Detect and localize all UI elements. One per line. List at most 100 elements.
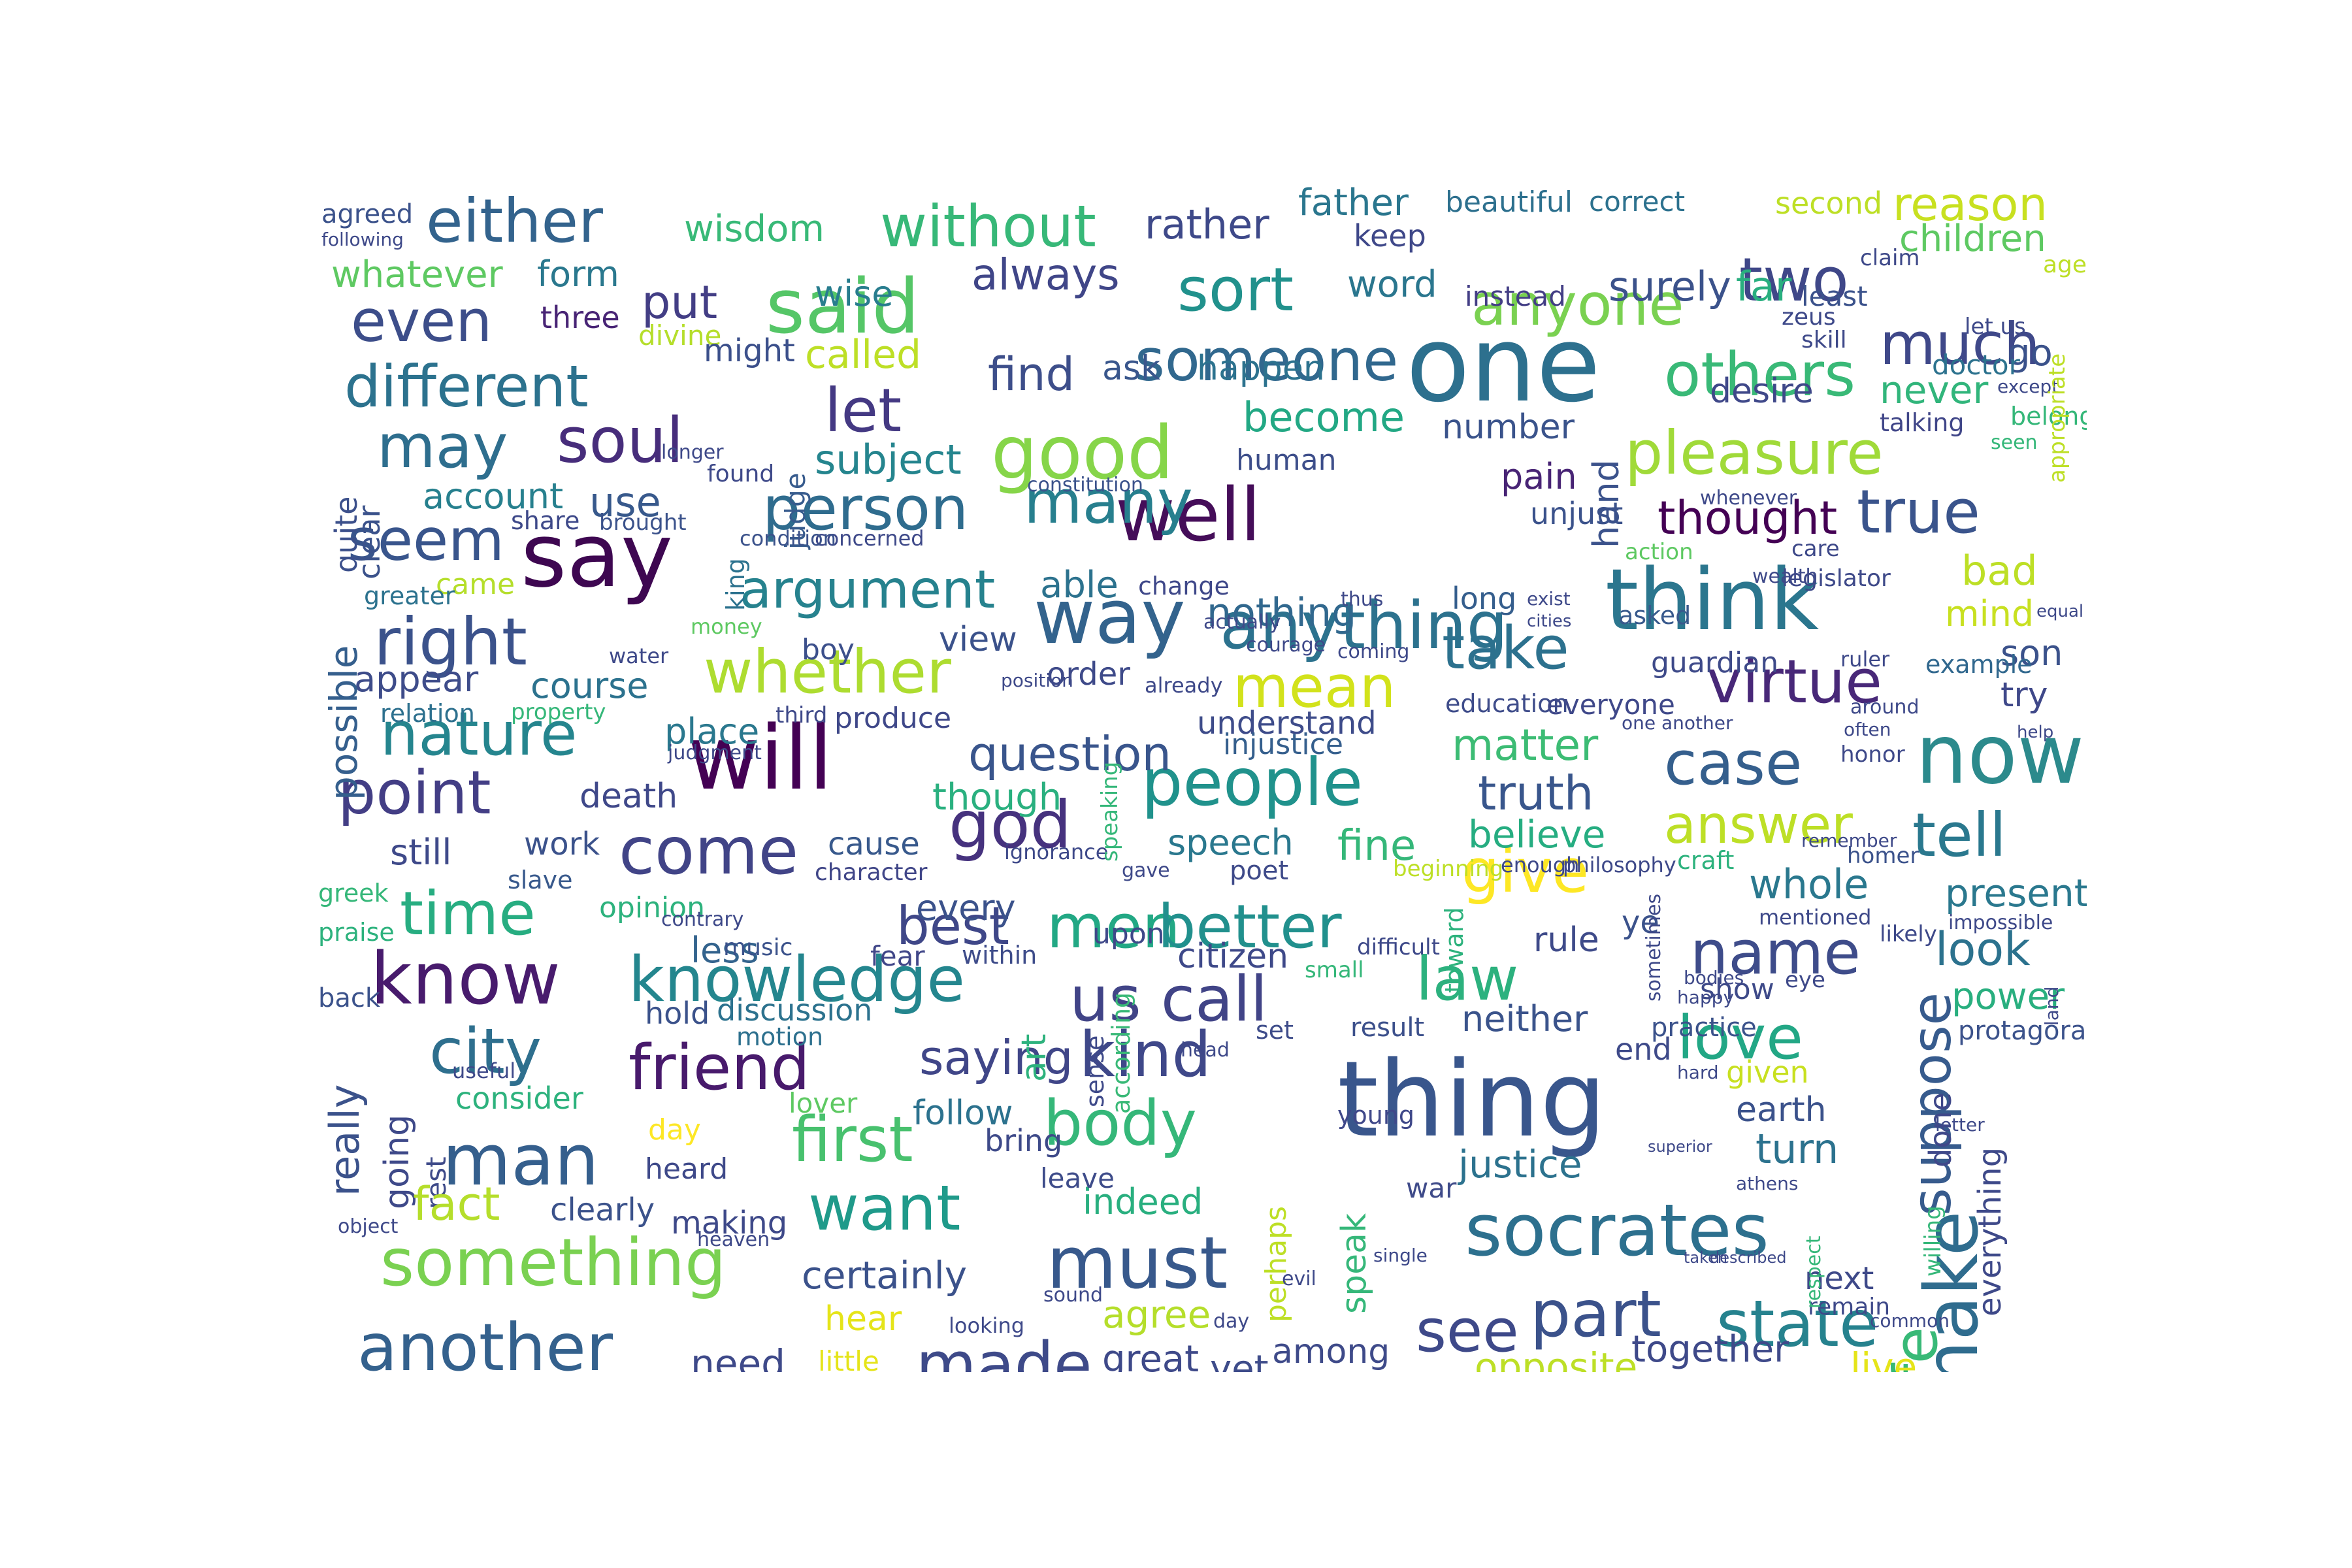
word-256: often	[1844, 719, 1891, 740]
word-13: know	[370, 937, 561, 1021]
word-199: day	[648, 1113, 701, 1147]
word-242: longer	[661, 441, 724, 464]
word-88: correct	[1589, 186, 1686, 218]
word-28: body	[1043, 1088, 1197, 1160]
word-281: described	[1710, 1249, 1787, 1267]
word-93: far	[1736, 263, 1792, 310]
word-165: fear	[870, 940, 925, 972]
word-188: motion	[736, 1022, 824, 1051]
word-69: point	[338, 758, 491, 828]
word-177: protagoras	[1958, 1016, 2087, 1046]
word-245: philosophy	[1563, 853, 1676, 877]
word-34: men	[1047, 892, 1181, 962]
word-223: live	[1850, 1345, 1918, 1372]
word-204: speak	[1335, 1213, 1374, 1314]
word-90: second	[1775, 186, 1883, 221]
word-72: best	[896, 896, 1010, 956]
word-19: come	[619, 813, 799, 889]
word-160: opinion	[599, 891, 705, 924]
word-276: willing	[1920, 1205, 1946, 1277]
word-139: possible	[321, 645, 366, 800]
word-170: toward	[1440, 907, 1469, 993]
word-236: constitution	[1027, 474, 1143, 497]
word-57: even	[351, 287, 493, 355]
word-110: belong	[2010, 402, 2087, 431]
word-1: thing	[1337, 1038, 1607, 1160]
word-216: among	[1272, 1332, 1390, 1371]
word-109: talking	[1880, 408, 1965, 437]
word-192: sense	[1081, 1035, 1109, 1107]
word-316: single	[1373, 1245, 1428, 1266]
word-106: never	[1880, 368, 1989, 412]
word-203: justice	[1458, 1142, 1582, 1186]
word-167: upon	[1092, 917, 1165, 951]
word-248: likely	[1880, 921, 1937, 947]
word-107: desire	[1710, 372, 1814, 411]
word-243: craft	[1677, 846, 1735, 875]
word-135: view	[939, 620, 1017, 659]
word-140: relation	[380, 699, 475, 728]
word-11: socrates	[1465, 1188, 1769, 1272]
word-147: injustice	[1223, 728, 1343, 761]
word-308: day	[1213, 1310, 1250, 1333]
word-206: indeed	[1083, 1181, 1203, 1222]
word-54: sort	[1177, 255, 1294, 325]
word-208: fact	[413, 1177, 500, 1231]
word-78: become	[1243, 393, 1405, 441]
word-209: clearly	[550, 1192, 655, 1228]
word-138: appear	[354, 659, 479, 700]
word-8: good	[991, 411, 1174, 496]
word-41: tell	[1912, 800, 2006, 870]
word-55: without	[880, 193, 1096, 260]
word-269: appropriate	[2044, 353, 2070, 483]
word-83: rather	[1145, 201, 1269, 248]
word-252: happy	[1677, 987, 1735, 1008]
word-125: mind	[1945, 593, 2034, 634]
word-241: found	[707, 461, 775, 487]
word-240: brought	[599, 510, 687, 536]
word-73: saying	[919, 1030, 1073, 1085]
word-210: making	[671, 1205, 788, 1241]
word-301: water	[609, 644, 669, 668]
word-149: everyone	[1546, 689, 1675, 721]
word-259: legislator	[1782, 565, 1891, 592]
word-179: neither	[1462, 998, 1588, 1039]
word-172: ye	[1622, 904, 1659, 941]
word-215: yet	[1210, 1348, 1269, 1373]
word-187: discussion	[717, 992, 873, 1028]
word-317: superior	[1648, 1137, 1712, 1156]
word-14: man	[442, 1120, 599, 1201]
word-76: believe	[1468, 812, 1606, 857]
word-98: whatever	[331, 253, 503, 296]
word-103: ask	[1102, 349, 1161, 388]
word-255: honor	[1840, 742, 1905, 768]
word-235: following	[321, 229, 404, 250]
word-272: equal	[2036, 602, 2084, 621]
word-278: athens	[1736, 1173, 1799, 1194]
word-117: unjust	[1530, 496, 1624, 531]
word-25: made	[916, 1330, 1092, 1373]
word-53: someone	[1135, 327, 1399, 394]
word-295: thus	[1341, 588, 1384, 611]
word-292: actually	[1203, 611, 1281, 634]
word-132: able	[1040, 564, 1119, 606]
word-156: poet	[1230, 856, 1289, 886]
word-217: hear	[825, 1299, 902, 1339]
word-288: ignorance	[1004, 840, 1109, 864]
word-133: change	[1138, 572, 1230, 600]
word-157: character	[815, 859, 928, 886]
word-298: third	[776, 702, 828, 728]
word-158: slave	[508, 866, 573, 894]
word-38: love	[1677, 1003, 1803, 1073]
word-175: look	[1935, 923, 2031, 976]
word-285: head	[1181, 1039, 1230, 1062]
word-304: contrary	[661, 908, 744, 931]
word-87: beautiful	[1445, 186, 1573, 219]
word-102: find	[988, 348, 1075, 401]
word-287: gave	[1122, 859, 1170, 882]
word-299: judgment	[668, 742, 762, 764]
word-265: let us	[1965, 314, 2026, 340]
word-84: father	[1298, 185, 1409, 224]
word-137: course	[531, 665, 649, 706]
word-35: better	[1158, 892, 1342, 962]
